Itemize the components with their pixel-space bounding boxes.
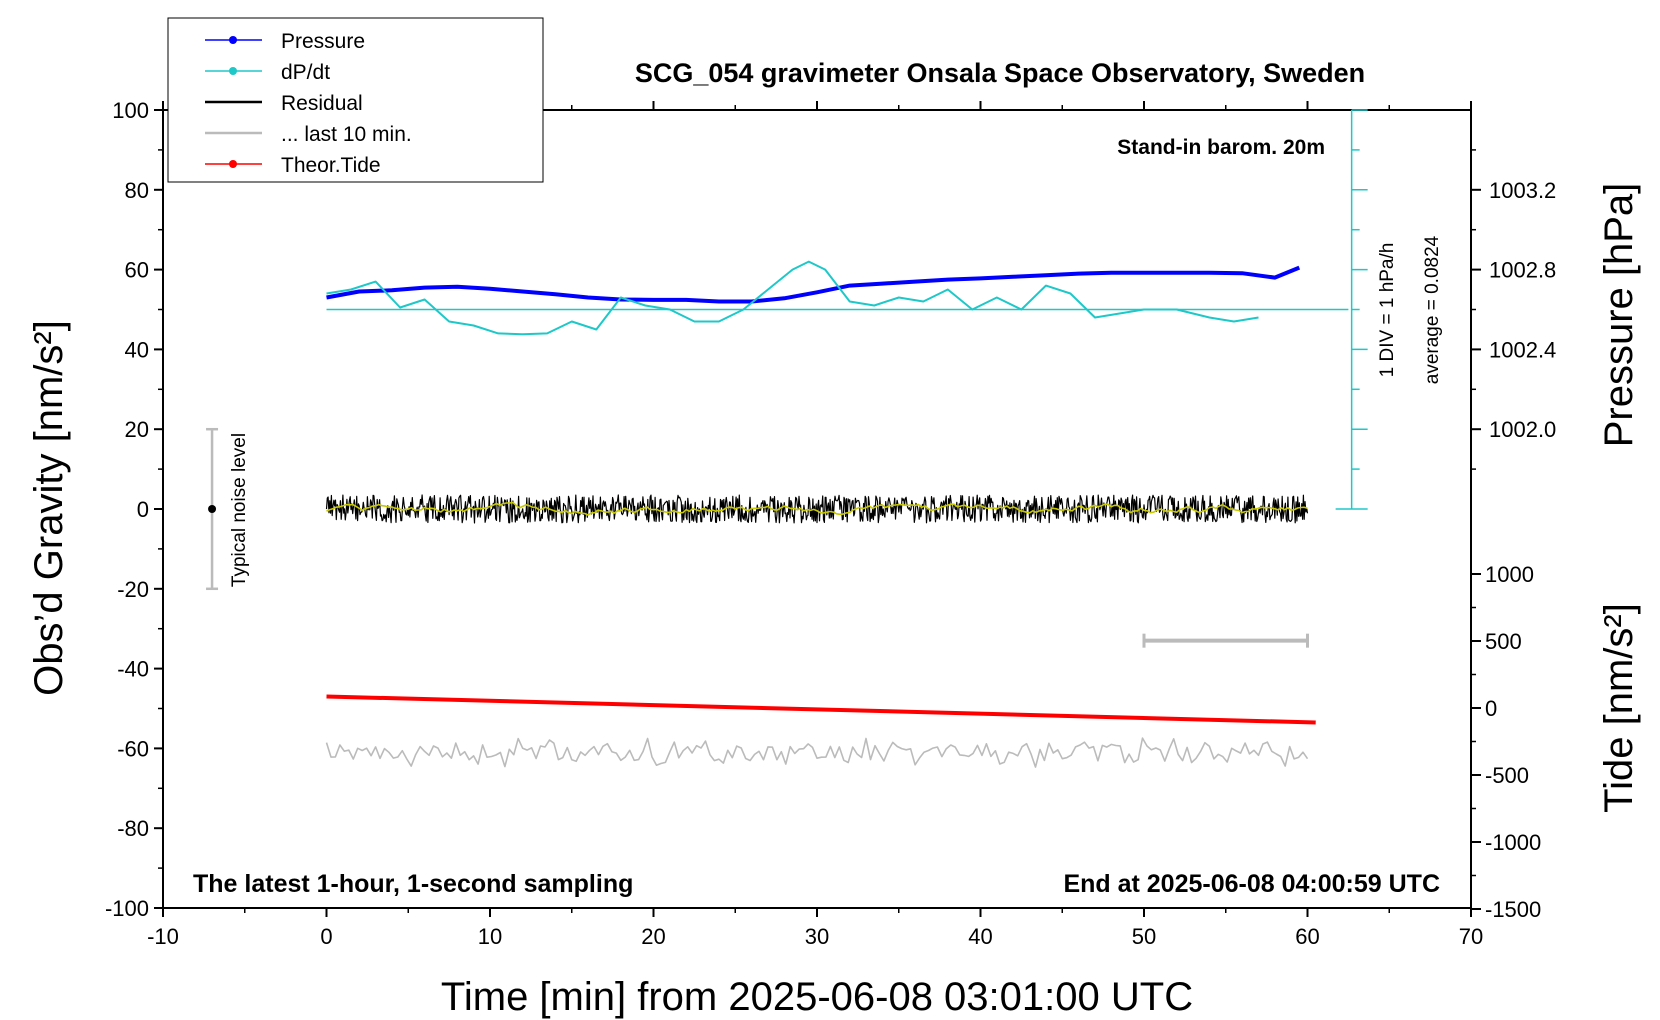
legend-label: ... last 10 min. (281, 123, 412, 146)
x-tick-label: 50 (1132, 924, 1156, 949)
x-tick-label: 20 (641, 924, 665, 949)
legend-marker (229, 36, 237, 44)
tide-tick-label: 1000 (1485, 562, 1534, 587)
tide-tick-label: -500 (1485, 763, 1529, 788)
y-tick-label: -20 (117, 577, 149, 602)
theor-tide-line (326, 694, 1316, 725)
chart-title: SCG_054 gravimeter Onsala Space Observat… (635, 58, 1365, 88)
sampling-annotation: The latest 1-hour, 1-second sampling (193, 870, 633, 898)
legend-label: Residual (281, 92, 363, 115)
y-tick-label: 0 (137, 497, 149, 522)
average-annotation: average = 0.0824 (1422, 235, 1443, 384)
legend-marker (229, 67, 237, 75)
tide-axis-ticks: 1000 500 0 -500 -1000 -1500 (1471, 562, 1541, 922)
noise-bar-center (208, 505, 217, 513)
y-tick-label: 20 (125, 417, 149, 442)
legend-box (167, 17, 544, 183)
y-axis-label-tide: Tide [nm/s²] (1597, 603, 1641, 813)
noise-annotation: Typical noise level (229, 433, 250, 587)
series-layer (325, 260, 1349, 768)
legend-label: Theor.Tide (281, 154, 381, 177)
residual-line (325, 494, 1309, 524)
y-tick-label: 80 (125, 178, 149, 203)
tide-tick-label: -1000 (1485, 830, 1541, 855)
tide-tick-label: 0 (1485, 696, 1497, 721)
x-tick-label: 40 (968, 924, 992, 949)
tide-tick-label: 500 (1485, 629, 1522, 654)
div-annotation: 1 DIV = 1 hPa/h (1377, 243, 1398, 378)
last-10-min-line (325, 737, 1309, 768)
pressure-line (326, 265, 1301, 304)
y-tick-label: 60 (125, 258, 149, 283)
y-tick-label: -40 (117, 657, 149, 682)
x-tick-label: 60 (1295, 924, 1319, 949)
x-tick-label: 30 (805, 924, 829, 949)
legend: Pressure dP/dt Residual ... last 10 min. The… (167, 17, 544, 183)
pressure-tick-label: 1003.2 (1489, 178, 1556, 203)
x-tick-label: 10 (478, 924, 502, 949)
y-tick-label: -80 (117, 816, 149, 841)
legend-label: dP/dt (281, 61, 330, 84)
stand-in-annotation: Stand-in barom. 20m (1117, 136, 1325, 159)
pressure-axis-ticks: 1002.0 1002.4 1002.8 1003.2 (1471, 149, 1556, 470)
y-tick-label: -100 (105, 896, 149, 921)
dpdt-div-scale (1335, 109, 1368, 510)
y-tick-label: 40 (125, 337, 149, 362)
x-tick-label: -10 (147, 924, 179, 949)
y-axis-label-left: Obs’d Gravity [nm/s²] (27, 320, 71, 696)
x-axis-label: Time [min] from 2025-06-08 03:01:00 UTC (441, 975, 1193, 1019)
ten-minute-bar (1142, 633, 1309, 648)
noise-level-bar (206, 427, 219, 591)
y-axis-label-pressure: Pressure [hPa] (1597, 183, 1641, 448)
legend-marker (229, 160, 237, 168)
tide-tick-label: -1500 (1485, 897, 1541, 922)
x-axis-ticks: -10 0 10 20 30 40 50 60 70 (147, 101, 1483, 949)
residual-smoothed-line (326, 501, 1308, 516)
end-time-annotation: End at 2025-06-08 04:00:59 UTC (1063, 870, 1440, 898)
x-tick-label: 0 (320, 924, 332, 949)
x-tick-label: 70 (1459, 924, 1483, 949)
legend-label: Pressure (281, 30, 365, 53)
y-tick-label: -60 (117, 736, 149, 761)
pressure-tick-label: 1002.4 (1489, 337, 1556, 362)
pressure-tick-label: 1002.8 (1489, 258, 1556, 283)
pressure-tick-label: 1002.0 (1489, 417, 1556, 442)
y-axis-ticks: -100 -80 -60 -40 -20 0 20 40 60 80 100 (105, 98, 163, 921)
y-tick-label: 100 (112, 98, 149, 123)
